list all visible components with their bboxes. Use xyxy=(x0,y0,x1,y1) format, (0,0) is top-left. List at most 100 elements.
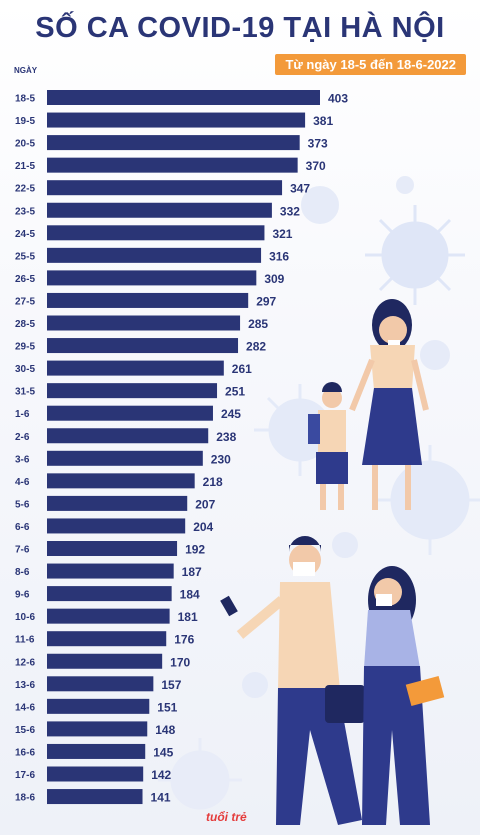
value-label: 321 xyxy=(272,227,292,241)
value-label: 347 xyxy=(290,182,310,196)
category-label: 25-5 xyxy=(15,251,35,262)
category-label: 30-5 xyxy=(15,364,35,375)
value-label: 373 xyxy=(308,137,328,151)
bar xyxy=(47,653,163,669)
value-label: 187 xyxy=(182,565,202,579)
category-label: 23-5 xyxy=(15,206,35,217)
bar xyxy=(47,383,218,399)
category-label: 6-6 xyxy=(15,522,30,533)
value-label: 381 xyxy=(313,114,333,128)
value-label: 145 xyxy=(153,745,173,759)
man-illustration xyxy=(220,536,365,825)
value-label: 151 xyxy=(157,700,177,714)
value-label: 204 xyxy=(193,520,213,534)
category-label: 29-5 xyxy=(15,342,35,353)
child-illustration xyxy=(308,382,348,510)
value-label: 370 xyxy=(306,159,326,173)
value-label: 230 xyxy=(211,452,231,466)
value-label: 207 xyxy=(195,497,215,511)
category-label: 22-5 xyxy=(15,184,35,195)
bar xyxy=(47,586,172,602)
category-label: 16-6 xyxy=(15,747,35,758)
virus-icon xyxy=(242,176,450,698)
bar xyxy=(47,360,224,376)
bar xyxy=(47,225,265,241)
bar xyxy=(47,247,262,263)
bar xyxy=(47,743,146,759)
bar xyxy=(47,270,257,286)
category-label: 5-6 xyxy=(15,499,30,510)
category-label: 12-6 xyxy=(15,657,35,668)
category-label: 9-6 xyxy=(15,590,30,601)
bar xyxy=(47,202,272,218)
bar xyxy=(47,541,178,556)
page-title: SỐ CA COVID-19 TẠI HÀ NỘI xyxy=(35,12,445,44)
category-label: 1-6 xyxy=(15,409,30,420)
tuoi-tre-logo: tuổi trẻ xyxy=(206,810,247,824)
category-label: 18-6 xyxy=(15,793,35,804)
bar xyxy=(47,698,150,714)
woman-illustration xyxy=(349,299,429,510)
virus-icon xyxy=(365,205,465,305)
category-label: 7-6 xyxy=(15,545,30,556)
value-label: 148 xyxy=(155,723,175,737)
bar xyxy=(47,495,188,511)
woman-with-bag-illustration xyxy=(362,566,445,825)
value-label: 285 xyxy=(248,317,268,331)
value-label: 282 xyxy=(246,340,266,354)
bar xyxy=(47,135,300,151)
bar xyxy=(47,292,249,308)
value-label: 142 xyxy=(151,768,171,782)
virus-icon xyxy=(158,738,242,810)
value-label: 170 xyxy=(170,655,190,669)
value-label: 316 xyxy=(269,249,289,263)
value-label: 332 xyxy=(280,204,300,218)
value-label: 184 xyxy=(180,588,200,602)
category-label: 28-5 xyxy=(15,319,35,330)
bar xyxy=(47,157,298,173)
bar xyxy=(47,631,167,647)
value-label: 181 xyxy=(178,610,198,624)
bar xyxy=(47,450,203,466)
category-label: 24-5 xyxy=(15,229,35,240)
category-label: 19-5 xyxy=(15,116,35,127)
category-label: 2-6 xyxy=(15,432,30,443)
bar xyxy=(47,428,209,444)
bar xyxy=(47,721,148,737)
bar xyxy=(47,315,241,331)
value-label: 403 xyxy=(328,92,348,106)
category-label: 27-5 xyxy=(15,296,35,307)
category-label: 10-6 xyxy=(15,612,35,623)
value-label: 238 xyxy=(216,430,236,444)
value-label: 157 xyxy=(161,678,181,692)
category-label: 4-6 xyxy=(15,477,30,488)
value-label: 176 xyxy=(174,633,194,647)
y-axis-label: NGÀY xyxy=(14,66,38,75)
bar xyxy=(47,676,154,692)
bar xyxy=(47,473,195,489)
category-label: 13-6 xyxy=(15,680,35,691)
value-label: 245 xyxy=(221,407,241,421)
category-label: 18-5 xyxy=(15,94,35,105)
category-label: 17-6 xyxy=(15,770,35,781)
category-label: 26-5 xyxy=(15,274,35,285)
category-label: 3-6 xyxy=(15,454,30,465)
category-label: 8-6 xyxy=(15,567,30,578)
bar xyxy=(47,90,320,105)
date-range-badge: Từ ngày 18-5 đến 18-6-2022 xyxy=(275,54,466,75)
bar xyxy=(47,518,186,534)
category-label: 11-6 xyxy=(15,635,35,646)
bar xyxy=(47,112,306,128)
value-label: 261 xyxy=(232,362,252,376)
value-label: 192 xyxy=(185,543,205,557)
category-label: 31-5 xyxy=(15,387,35,398)
bar xyxy=(47,608,170,624)
value-label: 309 xyxy=(264,272,284,286)
value-label: 297 xyxy=(256,294,276,308)
value-label: 141 xyxy=(151,791,171,805)
value-label: 251 xyxy=(225,385,245,399)
value-label: 218 xyxy=(203,475,223,489)
